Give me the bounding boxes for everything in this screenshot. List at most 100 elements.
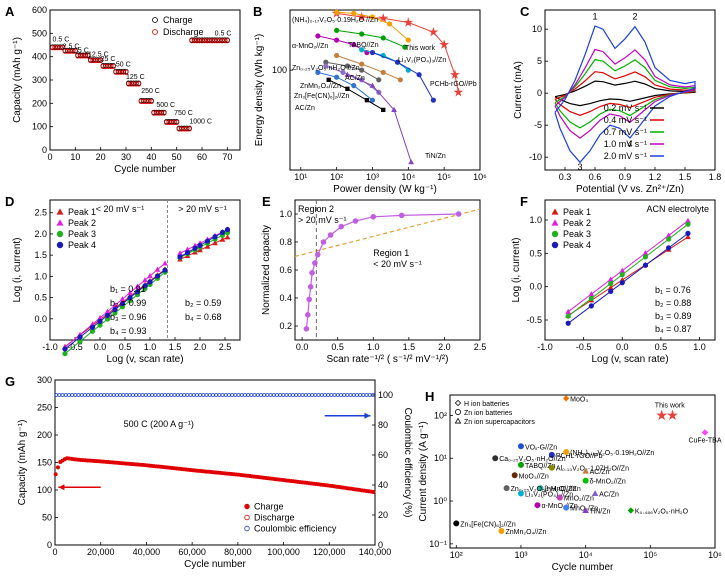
data-point — [380, 69, 386, 75]
ce-point — [316, 393, 321, 397]
discharge-point — [82, 53, 89, 59]
discharge-point — [204, 38, 210, 44]
legend-marker — [56, 219, 64, 226]
discharge-point — [60, 45, 66, 51]
series-line — [305, 213, 459, 329]
data-point — [627, 507, 635, 514]
x-tick-label: 1.8 — [709, 172, 722, 182]
b-value-label: b₁ = 0.76 — [655, 285, 691, 295]
legend-label: Zn ion supercapacitors — [464, 419, 535, 426]
legend-label: Peak 4 — [68, 240, 96, 250]
ce-point — [214, 393, 219, 397]
discharge-point — [65, 48, 71, 54]
data-point — [364, 98, 370, 103]
data-point — [369, 49, 376, 56]
legend-label: Peak 2 — [68, 218, 96, 228]
data-point — [608, 280, 614, 287]
rate-label: 2.5 C — [63, 44, 80, 51]
ce-point — [79, 393, 84, 397]
data-point — [588, 295, 594, 301]
data-point — [380, 35, 386, 41]
x-tick-label: 1.2 — [649, 172, 662, 182]
ce-point — [166, 393, 171, 397]
series-label: α-MnO₂//Zn — [292, 43, 328, 50]
x-tick-label: 100,000 — [267, 547, 300, 557]
data-point — [306, 296, 313, 303]
series-line — [317, 71, 373, 101]
x-tick-label: 1.0 — [144, 342, 157, 352]
discharge-point — [141, 98, 147, 104]
plot-frame — [49, 199, 241, 341]
data-point — [204, 238, 211, 244]
point-label: TiN/Zn — [590, 509, 611, 516]
x-tick-label: 10⁵ — [643, 550, 657, 560]
discharge-point — [131, 81, 137, 87]
legend-discharge: Discharge — [163, 27, 204, 37]
ce-point — [313, 393, 318, 397]
data-point — [642, 262, 649, 268]
point-label: MoO₃ — [570, 396, 588, 403]
ce-point — [156, 393, 161, 397]
data-point — [537, 485, 544, 492]
discharge-point — [128, 81, 134, 87]
rate-label: 5 C — [78, 47, 89, 54]
ce-point — [188, 393, 193, 397]
data-point — [455, 211, 462, 217]
data-point — [224, 234, 231, 240]
x-tick-label: 120,000 — [313, 547, 346, 557]
ce-point — [137, 393, 142, 397]
data-point — [351, 42, 357, 48]
legend-label: 0.2 mV s⁻¹ — [604, 103, 647, 113]
x-tick-label: 0 — [47, 152, 52, 162]
ce-point — [252, 393, 257, 397]
x-axis-label: Log (v, scan rate) — [591, 354, 668, 365]
data-point — [119, 300, 126, 307]
y-axis-label: Log (i, current) — [511, 237, 522, 302]
rate-label: 25 C — [101, 56, 116, 63]
point-label: Ca₀.₂₅V₂O₅·nH₂O//Zn — [499, 456, 566, 463]
y-tick-label: 400 — [32, 52, 47, 62]
data-point — [701, 429, 709, 436]
ce-point — [259, 393, 263, 397]
rate-label: 0.5 C — [215, 31, 232, 38]
panel-label: H — [425, 389, 434, 404]
discharge-point — [105, 63, 111, 69]
ce-point — [265, 393, 270, 397]
data-point — [608, 288, 614, 294]
ce-point — [108, 393, 113, 397]
ce-point — [367, 393, 372, 397]
data-point — [89, 324, 96, 330]
legend-discharge-marker — [152, 29, 158, 35]
discharge-point — [49, 45, 56, 51]
legend-label: Peak 1 — [68, 207, 96, 217]
data-point — [398, 212, 405, 219]
ce-point — [345, 393, 350, 397]
ce-point — [76, 393, 81, 397]
plot-frame — [49, 9, 241, 151]
data-point — [197, 242, 203, 248]
y-tick-label: 300 — [32, 75, 47, 85]
y-tick-label: 0.4 — [279, 293, 292, 303]
rate-label: 500 C — [156, 102, 175, 109]
ce-point — [191, 393, 196, 397]
data-point — [408, 159, 415, 165]
y-axis-label: Log (i, current) — [12, 237, 23, 302]
b-value-label: b₄ = 0.93 — [110, 326, 146, 336]
ce-point — [271, 393, 276, 397]
ce-point — [371, 393, 375, 397]
data-point — [565, 308, 572, 314]
legend-label: 1.0 mV s⁻¹ — [604, 139, 647, 149]
discharge-point — [54, 45, 61, 51]
chart-title: ACN electrolyte — [646, 204, 709, 214]
data-point — [685, 230, 691, 236]
series-label: ZnMn₂O₄//Zn — [300, 83, 341, 90]
data-point — [154, 273, 161, 279]
ce-point — [147, 393, 151, 397]
ce-point — [364, 393, 369, 397]
discharge-point — [110, 63, 116, 69]
y-tick-label: 0.2 — [279, 321, 292, 331]
legend-marker — [244, 503, 250, 510]
data-point — [326, 77, 331, 82]
ce-point — [249, 393, 254, 397]
